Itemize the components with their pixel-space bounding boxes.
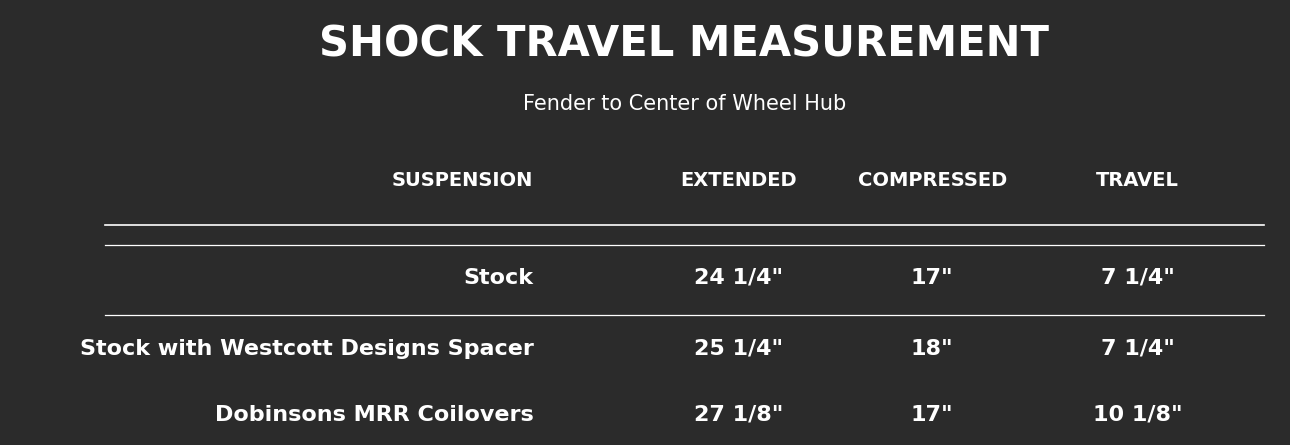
Text: Stock with Westcott Designs Spacer: Stock with Westcott Designs Spacer — [80, 339, 534, 359]
Text: TRAVEL: TRAVEL — [1096, 171, 1179, 190]
Text: 25 1/4": 25 1/4" — [694, 339, 783, 359]
Text: 7 1/4": 7 1/4" — [1100, 339, 1174, 359]
Text: SUSPENSION: SUSPENSION — [392, 171, 534, 190]
Text: 7 1/4": 7 1/4" — [1100, 268, 1174, 288]
Text: 17": 17" — [911, 268, 953, 288]
Text: COMPRESSED: COMPRESSED — [858, 171, 1006, 190]
Text: Dobinsons MRR Coilovers: Dobinsons MRR Coilovers — [214, 405, 534, 425]
Text: 17": 17" — [911, 405, 953, 425]
Text: Fender to Center of Wheel Hub: Fender to Center of Wheel Hub — [522, 94, 846, 114]
Text: Stock: Stock — [463, 268, 534, 288]
Text: 24 1/4": 24 1/4" — [694, 268, 783, 288]
Text: EXTENDED: EXTENDED — [681, 171, 797, 190]
Text: 27 1/8": 27 1/8" — [694, 405, 783, 425]
Text: SHOCK TRAVEL MEASUREMENT: SHOCK TRAVEL MEASUREMENT — [320, 24, 1050, 65]
Text: 18": 18" — [911, 339, 953, 359]
Text: 10 1/8": 10 1/8" — [1093, 405, 1183, 425]
